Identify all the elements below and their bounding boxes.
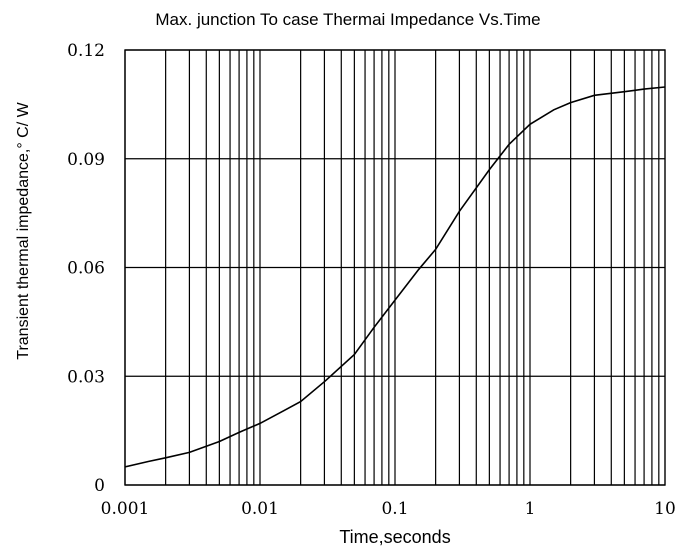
chart-title: Max. junction To case Thermai Impedance …	[155, 10, 540, 29]
x-tick-label: 1	[525, 499, 536, 519]
grid	[124, 49, 665, 486]
x-tick-label: 0.01	[241, 499, 279, 519]
y-tick-label: 0.09	[67, 150, 105, 170]
x-axis-label: Time,seconds	[339, 527, 450, 547]
y-tick-label: 0	[94, 476, 105, 496]
y-tick-label: 0.03	[67, 367, 105, 387]
x-tick-label: 0.001	[101, 499, 150, 519]
y-tick-label: 0.06	[67, 259, 105, 279]
y-axis-label: Transient thermal impedance,° C/ W	[15, 101, 32, 359]
x-tick-label: 0.1	[381, 499, 408, 519]
series-line	[124, 86, 666, 468]
plot-frame	[124, 49, 666, 486]
tick-labels: 0.001 0.01 0.1 1 10 0 0.03 0.06 0.09 0.12	[67, 41, 676, 519]
y-tick-label: 0.12	[67, 41, 105, 61]
x-tick-label: 10	[654, 499, 676, 519]
